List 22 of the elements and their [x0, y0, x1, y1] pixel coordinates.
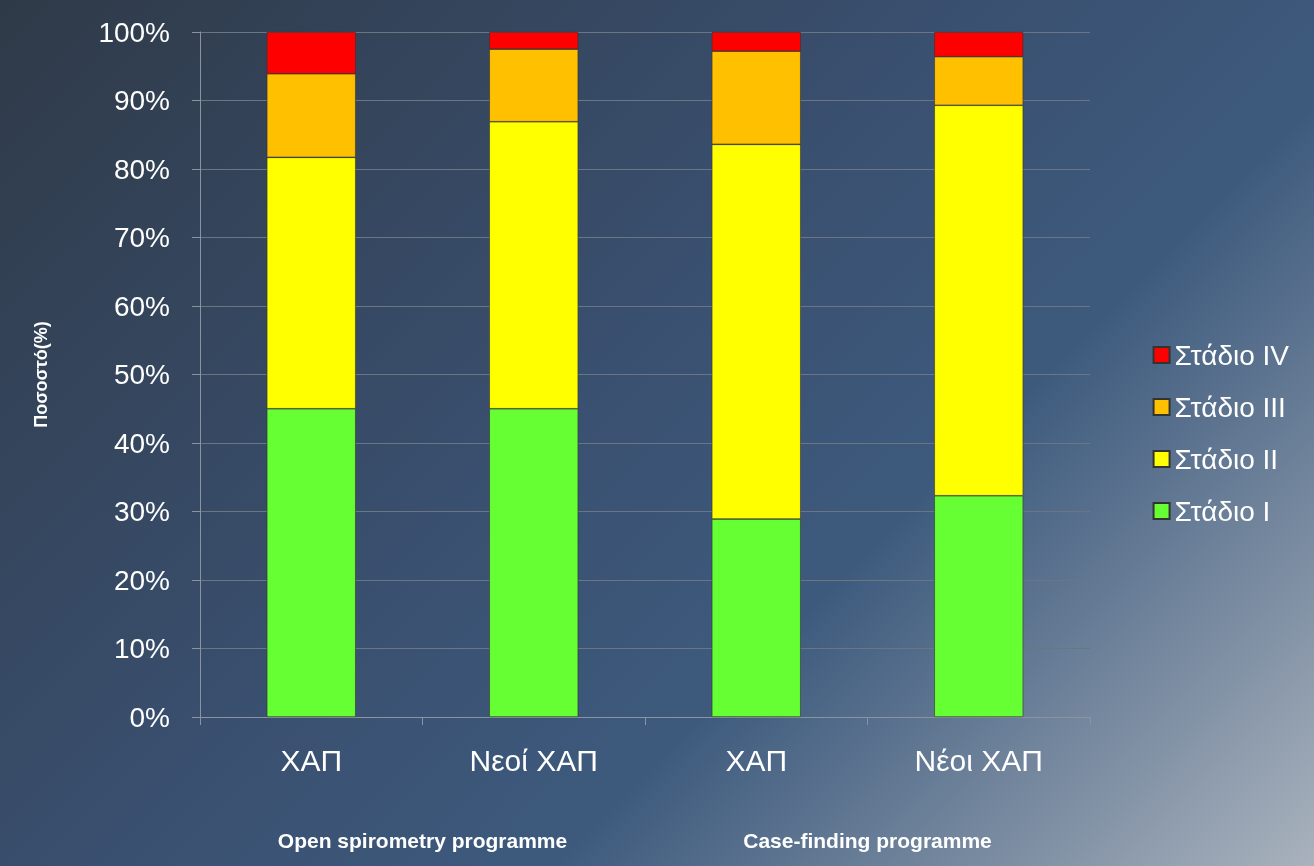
x-tick-label: ΧΑΠ: [725, 743, 788, 777]
y-tick-label: 60%: [113, 290, 170, 322]
text: Case-finding programme: [743, 829, 992, 852]
y-tick-label: 40%: [113, 427, 170, 459]
y-tick-label: 90%: [113, 85, 170, 116]
legend-label: Στάδιο I: [1174, 495, 1271, 527]
y-tick-label: 10%: [113, 633, 170, 664]
x-tick-label: Νεοί ΧΑΠ: [469, 743, 598, 777]
x-tick-label: Νέοι ΧΑΠ: [914, 743, 1043, 777]
y-tick-label: 20%: [113, 564, 170, 596]
y-tick-label: 80%: [113, 153, 170, 185]
text: Open spirometry programme: [277, 829, 568, 852]
legend-label: Στάδιο II: [1174, 443, 1279, 475]
legend-label: Στάδιο IV: [1174, 339, 1290, 371]
x-tick-label: ΧΑΠ: [280, 743, 343, 777]
y-axis-title: Ποσοστό(%): [31, 321, 51, 428]
y-tick-label: 100%: [98, 16, 170, 48]
legend-label: Στάδιο III: [1174, 391, 1286, 423]
y-tick-label: 70%: [113, 222, 170, 253]
y-tick-label: 0%: [129, 701, 170, 733]
y-tick-label: 50%: [113, 359, 170, 390]
y-tick-label: 30%: [113, 496, 170, 527]
